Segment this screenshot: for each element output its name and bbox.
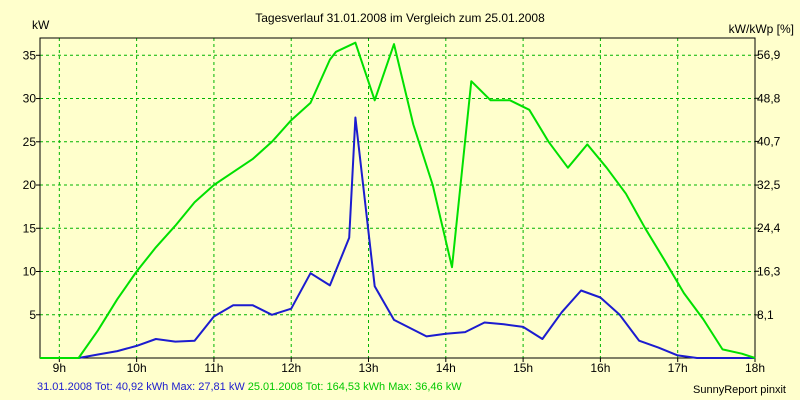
y-right-tick-label: 48,8 <box>757 91 781 105</box>
x-tick-label: 16h <box>590 361 610 375</box>
chart-title: Tagesverlauf 31.01.2008 im Vergleich zum… <box>255 11 545 25</box>
y-tick-label: 30 <box>23 92 37 106</box>
y-tick-label: 35 <box>23 48 37 62</box>
y-tick-label: 25 <box>23 135 37 149</box>
y-right-tick-label: 8,1 <box>757 308 774 322</box>
legend-entry-25-01-2008: 25.01.2008 Tot: 164,53 kWh Max: 36,46 kW <box>247 381 462 393</box>
brand-label: SunnyReport pinxit <box>693 384 786 396</box>
y-right-tick-label: 16,3 <box>757 264 781 278</box>
y-tick-label: 20 <box>23 178 37 192</box>
y-right-tick-label: 32,5 <box>757 178 781 192</box>
legend-entry-31-01-2008: 31.01.2008 Tot: 40,92 kWh Max: 27,81 kW <box>37 381 245 393</box>
x-tick-label: 12h <box>281 361 301 375</box>
x-tick-label: 11h <box>204 361 223 375</box>
legend: 31.01.2008 Tot: 40,92 kWh Max: 27,81 kW … <box>37 381 462 393</box>
plot-area <box>40 38 755 358</box>
y-tick-label: 15 <box>23 221 37 235</box>
series-line-25-01-2008 <box>40 41 756 359</box>
y-axis-right-label: kW/kWp [%] <box>728 22 794 36</box>
x-tick-label: 15h <box>513 361 533 375</box>
plot-frame <box>39 37 756 359</box>
series-line-31-01-2008 <box>40 116 755 359</box>
x-tick-label: 10h <box>127 361 147 375</box>
y-right-tick-label: 24,4 <box>757 221 781 235</box>
x-tick-label: 13h <box>358 361 378 375</box>
x-tick-label: 18h <box>745 361 765 375</box>
y-right-tick-label: 40,7 <box>757 134 781 148</box>
y-right-tick-label: 56,9 <box>757 48 781 62</box>
x-tick-label: 14h <box>436 361 456 375</box>
x-tick-label: 17h <box>668 361 688 375</box>
x-tick-label: 9h <box>53 361 66 375</box>
y-tick-label: 10 <box>23 265 37 279</box>
y-tick-label: 5 <box>29 308 36 322</box>
y-axis-label: kW <box>32 18 50 32</box>
